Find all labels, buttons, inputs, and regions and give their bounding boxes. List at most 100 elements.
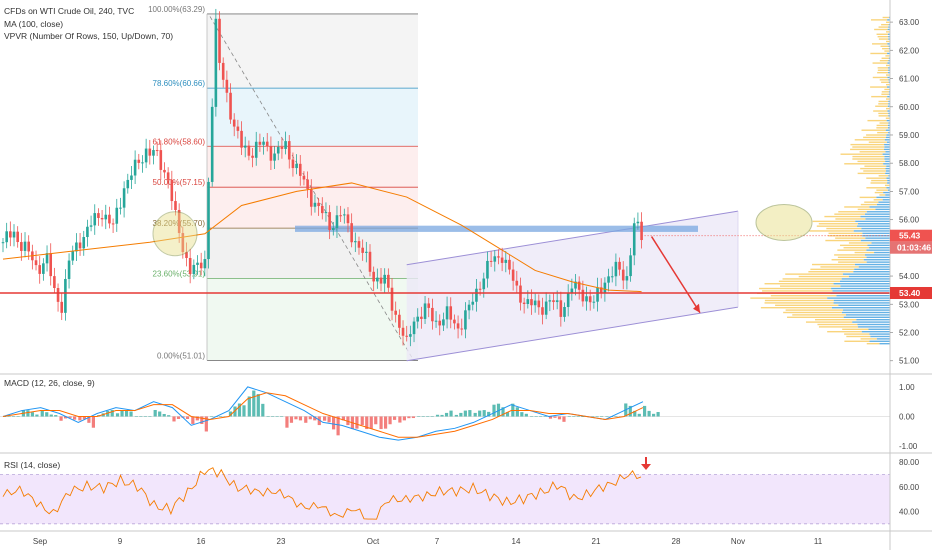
volume-profile-up-bar bbox=[887, 127, 890, 129]
macd-histogram-bar bbox=[176, 416, 181, 419]
candle-body bbox=[390, 287, 394, 311]
chart-title: CFDs on WTI Crude Oil, 240, TVC bbox=[4, 6, 135, 16]
volume-profile-down-bar bbox=[882, 47, 889, 50]
volume-profile-down-bar bbox=[881, 93, 889, 95]
volume-profile-down-bar bbox=[872, 62, 888, 64]
volume-profile-up-bar bbox=[887, 76, 890, 79]
macd-histogram-bar bbox=[219, 416, 223, 417]
macd-histogram-bar bbox=[271, 416, 275, 417]
volume-profile-down-bar bbox=[886, 98, 890, 100]
countdown-badge bbox=[890, 241, 932, 254]
volume-profile-up-bar bbox=[888, 115, 890, 117]
candle-body bbox=[493, 256, 497, 262]
volume-profile-down-bar bbox=[834, 254, 865, 256]
volume-profile-down-bar bbox=[805, 321, 853, 323]
price-panel[interactable]: 100.00%(63.29) 78.60%(60.66) 61.80%(58.60)… bbox=[0, 5, 890, 362]
price-tick-label: 52.00 bbox=[899, 328, 920, 337]
fib-level-label: 78.60%(60.66) bbox=[153, 79, 206, 88]
volume-profile-down-bar bbox=[846, 335, 871, 338]
macd-histogram-bar bbox=[411, 416, 415, 419]
macd-histogram-bar bbox=[548, 416, 553, 419]
candle-body bbox=[141, 162, 144, 164]
volume-profile-up-bar bbox=[887, 179, 890, 182]
macd-histogram-bar bbox=[280, 416, 284, 417]
candle-body bbox=[526, 299, 530, 304]
macd-histogram-bar bbox=[124, 409, 129, 417]
volume-profile-up-bar bbox=[888, 45, 890, 47]
candle-body bbox=[108, 214, 111, 224]
macd-histogram-bar bbox=[430, 416, 434, 417]
volume-profile-up-bar bbox=[885, 167, 890, 170]
volume-profile-down-bar bbox=[859, 151, 886, 153]
macd-histogram-bar bbox=[402, 416, 406, 421]
volume-profile-up-bar bbox=[884, 155, 890, 158]
price-tick-label: 59.00 bbox=[899, 131, 920, 140]
volume-profile-up-bar bbox=[885, 172, 890, 175]
volume-profile-down-bar bbox=[764, 299, 834, 302]
ma-legend: MA (100, close) bbox=[4, 19, 64, 29]
volume-profile-up-bar bbox=[832, 290, 890, 292]
candle-body bbox=[599, 287, 603, 293]
macd-histogram-bar bbox=[365, 416, 369, 430]
candle-body bbox=[130, 175, 133, 180]
candle-body bbox=[581, 289, 585, 302]
candle-body bbox=[420, 316, 423, 319]
macd-panel[interactable] bbox=[0, 386, 890, 441]
macd-histogram-bar bbox=[16, 416, 20, 417]
macd-histogram-bar bbox=[562, 416, 566, 422]
candle-body bbox=[199, 262, 203, 269]
candle-body bbox=[302, 175, 306, 180]
volume-profile-down-bar bbox=[873, 199, 883, 201]
volume-profile-up-bar bbox=[864, 213, 890, 215]
time-tick-label: 14 bbox=[512, 537, 521, 546]
volume-profile-up-bar bbox=[888, 100, 890, 103]
volume-profile-down-bar bbox=[886, 31, 890, 33]
macd-histogram-bar bbox=[195, 416, 199, 421]
volume-profile-up-bar bbox=[888, 93, 890, 95]
volume-profile-up-bar bbox=[886, 165, 890, 167]
candle-body bbox=[577, 281, 581, 290]
volume-profile-down-bar bbox=[866, 177, 887, 179]
macd-histogram-bar bbox=[59, 416, 63, 421]
candle-body bbox=[5, 231, 8, 243]
volume-profile-down-bar bbox=[871, 95, 888, 98]
candle-body bbox=[229, 92, 232, 120]
macd-histogram-bar bbox=[162, 413, 166, 417]
fib-level-label: 0.00%(51.01) bbox=[157, 351, 205, 360]
volume-profile-down-bar bbox=[815, 318, 857, 321]
rsi-panel[interactable] bbox=[0, 457, 890, 525]
candle-body bbox=[467, 304, 471, 311]
volume-profile-up-bar bbox=[869, 206, 890, 208]
candle-body bbox=[423, 303, 427, 319]
volume-profile-up-bar bbox=[860, 239, 890, 242]
volume-profile-up-bar bbox=[846, 314, 890, 316]
volume-profile-up-bar bbox=[883, 191, 890, 194]
candle-body bbox=[464, 310, 467, 330]
candle-body bbox=[276, 146, 280, 154]
macd-histogram-bar bbox=[167, 415, 171, 417]
volume-profile-up-bar bbox=[887, 110, 890, 112]
candle-body bbox=[203, 259, 207, 269]
volume-profile-down-bar bbox=[812, 263, 855, 266]
macd-histogram-bar bbox=[449, 410, 453, 417]
support-value: 53.40 bbox=[899, 288, 921, 298]
macd-histogram-bar bbox=[304, 416, 308, 423]
volume-profile-down-bar bbox=[863, 170, 886, 172]
volume-profile-up-bar bbox=[840, 280, 890, 283]
volume-profile-up-bar bbox=[854, 268, 890, 271]
resistance-zone bbox=[295, 225, 698, 232]
volume-profile-up-bar bbox=[888, 67, 890, 69]
volume-profile-down-bar bbox=[874, 28, 888, 31]
volume-profile-down-bar bbox=[877, 67, 889, 69]
candle-body bbox=[320, 206, 324, 214]
volume-profile-down-bar bbox=[824, 215, 861, 218]
candle-body bbox=[240, 130, 243, 148]
macd-histogram-bar bbox=[600, 416, 604, 417]
volume-profile-down-bar bbox=[885, 55, 890, 57]
macd-histogram-bar bbox=[656, 412, 660, 417]
volume-profile-down-bar bbox=[860, 338, 877, 340]
volume-profile-down-bar bbox=[872, 76, 888, 79]
volume-profile-down-bar bbox=[785, 273, 843, 275]
highlight-ellipse bbox=[152, 211, 198, 257]
